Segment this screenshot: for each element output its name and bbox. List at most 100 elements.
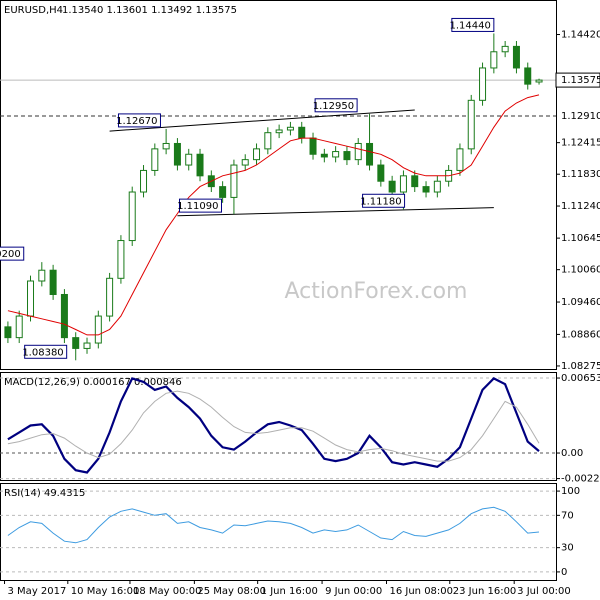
candle-body	[27, 280, 35, 317]
y-tick-label: 1.12415	[561, 138, 600, 149]
x-tick-label: 3 May 2017	[8, 586, 67, 597]
y-tick-label: 100	[561, 486, 580, 497]
trendline	[177, 207, 494, 217]
candle-body	[72, 337, 80, 349]
candle-body	[15, 315, 23, 339]
candle-body	[343, 151, 351, 161]
candle-body	[354, 142, 362, 161]
candle-body	[140, 169, 148, 193]
candle-body	[309, 137, 317, 155]
annotation-box	[314, 98, 358, 113]
candle-body	[60, 293, 68, 339]
x-tick-label: 18 May 00:00	[133, 586, 202, 597]
x-tick-label: 23 Jun 16:00	[453, 586, 517, 597]
candle-body	[185, 153, 193, 166]
candle-body	[286, 126, 294, 131]
price-annotation: 1.11180	[360, 193, 406, 208]
candle-body	[320, 153, 328, 158]
candle-body	[467, 99, 475, 150]
y-tick-label: 1.11240	[561, 201, 600, 212]
indicator-line	[7, 506, 540, 544]
ohlc-values: 1.13540 1.13601 1.13492 1.13575	[62, 5, 237, 16]
annotation-box	[0, 246, 25, 261]
annotation-box	[451, 17, 495, 32]
candle-body	[411, 175, 419, 188]
indicator-line	[7, 377, 540, 474]
x-tick-label: 9 Jun 00:00	[325, 586, 382, 597]
y-tick-label: 70	[561, 510, 574, 521]
candle-body	[275, 129, 283, 134]
candle-body	[83, 342, 91, 349]
candle-body	[162, 142, 170, 150]
y-tick-label: 1.11830	[561, 169, 600, 180]
y-tick-label: 1.10645	[561, 233, 600, 244]
candle-body	[49, 269, 57, 295]
y-tick-label: 1.14420	[561, 30, 600, 41]
candle-body	[490, 51, 498, 69]
candle-body	[399, 175, 407, 193]
x-tick-label: 1 Jun 16:00	[261, 586, 318, 597]
candle-body	[264, 132, 272, 150]
candle-body	[433, 180, 441, 193]
price-annotation: 1.12670	[116, 113, 161, 128]
y-tick-label: -0.002226	[561, 474, 600, 485]
candle-body	[128, 191, 136, 242]
candle-body	[524, 67, 532, 85]
annotation-label: 1.10200	[0, 249, 21, 260]
candle-body	[501, 45, 509, 53]
trendline	[109, 109, 415, 132]
annotation-label: 1.12950	[313, 101, 354, 112]
annotation-label: 1.08380	[22, 347, 63, 358]
candle-body	[512, 45, 520, 69]
y-tick-label: 0.006534	[561, 373, 600, 384]
candle-body	[332, 151, 340, 158]
panel-title: EURUSD,H4	[4, 5, 63, 16]
x-tick-label: 10 May 16:00	[71, 586, 140, 597]
x-tick-label: 16 Jun 08:00	[389, 586, 453, 597]
candle-body	[377, 164, 385, 182]
candle-body	[106, 277, 114, 317]
annotation-label: 1.12670	[116, 116, 157, 127]
candle-body	[298, 126, 306, 139]
macd-panel	[0, 372, 557, 481]
watermark: ActionForex.com	[285, 279, 468, 304]
y-tick-label: 0.00	[561, 448, 583, 459]
annotation-label: 1.11090	[177, 201, 218, 212]
candle-body	[219, 186, 227, 198]
candle-body	[366, 142, 374, 166]
candle-body	[535, 79, 543, 83]
annotation-label: 1.14440	[449, 20, 490, 31]
annotation-box	[178, 198, 222, 213]
moving-average	[7, 94, 540, 336]
candle-body	[479, 67, 487, 101]
price-annotation: 1.11090	[177, 198, 222, 213]
last-price-label: 1.13575	[561, 75, 600, 86]
candle-body	[38, 269, 46, 282]
annotation-box	[362, 193, 406, 208]
candle-body	[456, 148, 464, 171]
candle-body	[151, 148, 159, 171]
price-annotation: 1.10200	[0, 246, 25, 261]
candle-body	[253, 148, 261, 161]
candle-body	[422, 186, 430, 193]
panel-title: MACD(12,26,9) 0.000167 0.000846	[4, 377, 182, 388]
candle-body	[241, 159, 249, 166]
indicator-line	[7, 390, 540, 462]
y-tick-label: 1.08860	[561, 329, 600, 340]
panel-title: RSI(14) 49.4315	[4, 488, 85, 499]
annotation-box	[117, 113, 161, 128]
y-tick-label: 1.09460	[561, 297, 600, 308]
price-annotation: 1.12950	[313, 98, 358, 113]
annotation-box	[24, 344, 68, 359]
rsi-panel	[0, 483, 557, 581]
candle-body	[94, 315, 102, 344]
price-annotation: 1.14440	[449, 17, 495, 32]
price-annotation: 1.08380	[22, 344, 68, 359]
x-tick-label: 3 Jul 00:00	[517, 586, 571, 597]
level-label: 1.12910	[561, 111, 600, 122]
candle-body	[388, 180, 396, 193]
price-panel	[0, 0, 557, 370]
candle-body	[196, 153, 204, 177]
y-tick-label: 1.10060	[561, 265, 600, 276]
